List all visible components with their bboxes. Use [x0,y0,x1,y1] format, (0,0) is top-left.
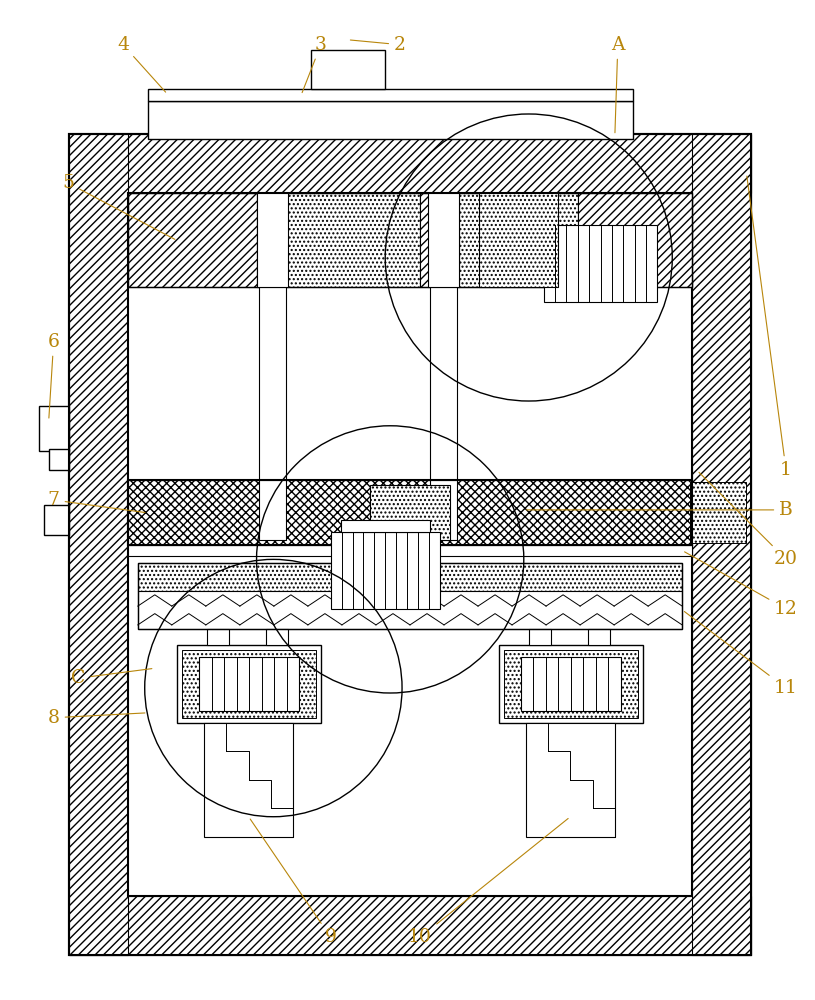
Bar [428,193,460,287]
Text: 3: 3 [302,36,327,93]
Bar [690,482,746,543]
Bar [178,645,321,723]
Bar [370,485,450,540]
Bar [479,193,558,287]
Bar [44,505,68,535]
Bar [148,101,632,139]
Text: 8: 8 [47,709,145,727]
Bar [128,193,692,287]
Text: 6: 6 [48,333,59,418]
Bar [311,50,385,89]
Text: 5: 5 [63,174,175,239]
Text: B: B [526,501,793,519]
Bar [49,449,68,470]
Text: 2: 2 [350,36,406,54]
Text: 9: 9 [250,819,337,946]
Text: A: A [611,36,624,133]
Bar [257,193,420,287]
Bar [544,225,658,302]
Bar [331,532,439,609]
Bar [578,193,692,287]
Bar [68,134,751,193]
Text: 20: 20 [699,472,798,568]
Bar [183,650,316,718]
Text: 12: 12 [685,552,798,618]
Bar [526,723,615,837]
Bar [128,480,692,545]
Text: C: C [71,669,152,687]
Bar [257,193,289,287]
Bar [39,406,68,451]
Bar [267,629,289,645]
Bar [68,134,751,955]
Bar [138,591,682,629]
Bar [258,287,286,540]
Bar [204,723,293,837]
Bar [199,657,299,711]
Bar [128,545,692,556]
Text: 10: 10 [408,818,568,946]
Bar [460,193,578,287]
Bar [128,193,257,287]
Bar [499,645,642,723]
Bar [68,134,751,955]
Bar [148,89,632,101]
Bar [588,629,610,645]
Bar [692,134,751,955]
Text: 7: 7 [47,491,145,512]
Text: 1: 1 [747,176,792,479]
Bar [138,563,682,591]
Bar [504,650,637,718]
Bar [341,520,430,532]
Bar [430,287,457,540]
Text: 4: 4 [117,36,165,92]
Bar [529,629,550,645]
Bar [68,134,128,955]
Bar [68,896,751,955]
Bar [128,193,692,896]
Bar [521,657,621,711]
Text: 11: 11 [685,612,798,697]
Bar [207,629,229,645]
Bar [128,480,692,545]
Bar [420,193,460,287]
Bar [138,563,682,629]
